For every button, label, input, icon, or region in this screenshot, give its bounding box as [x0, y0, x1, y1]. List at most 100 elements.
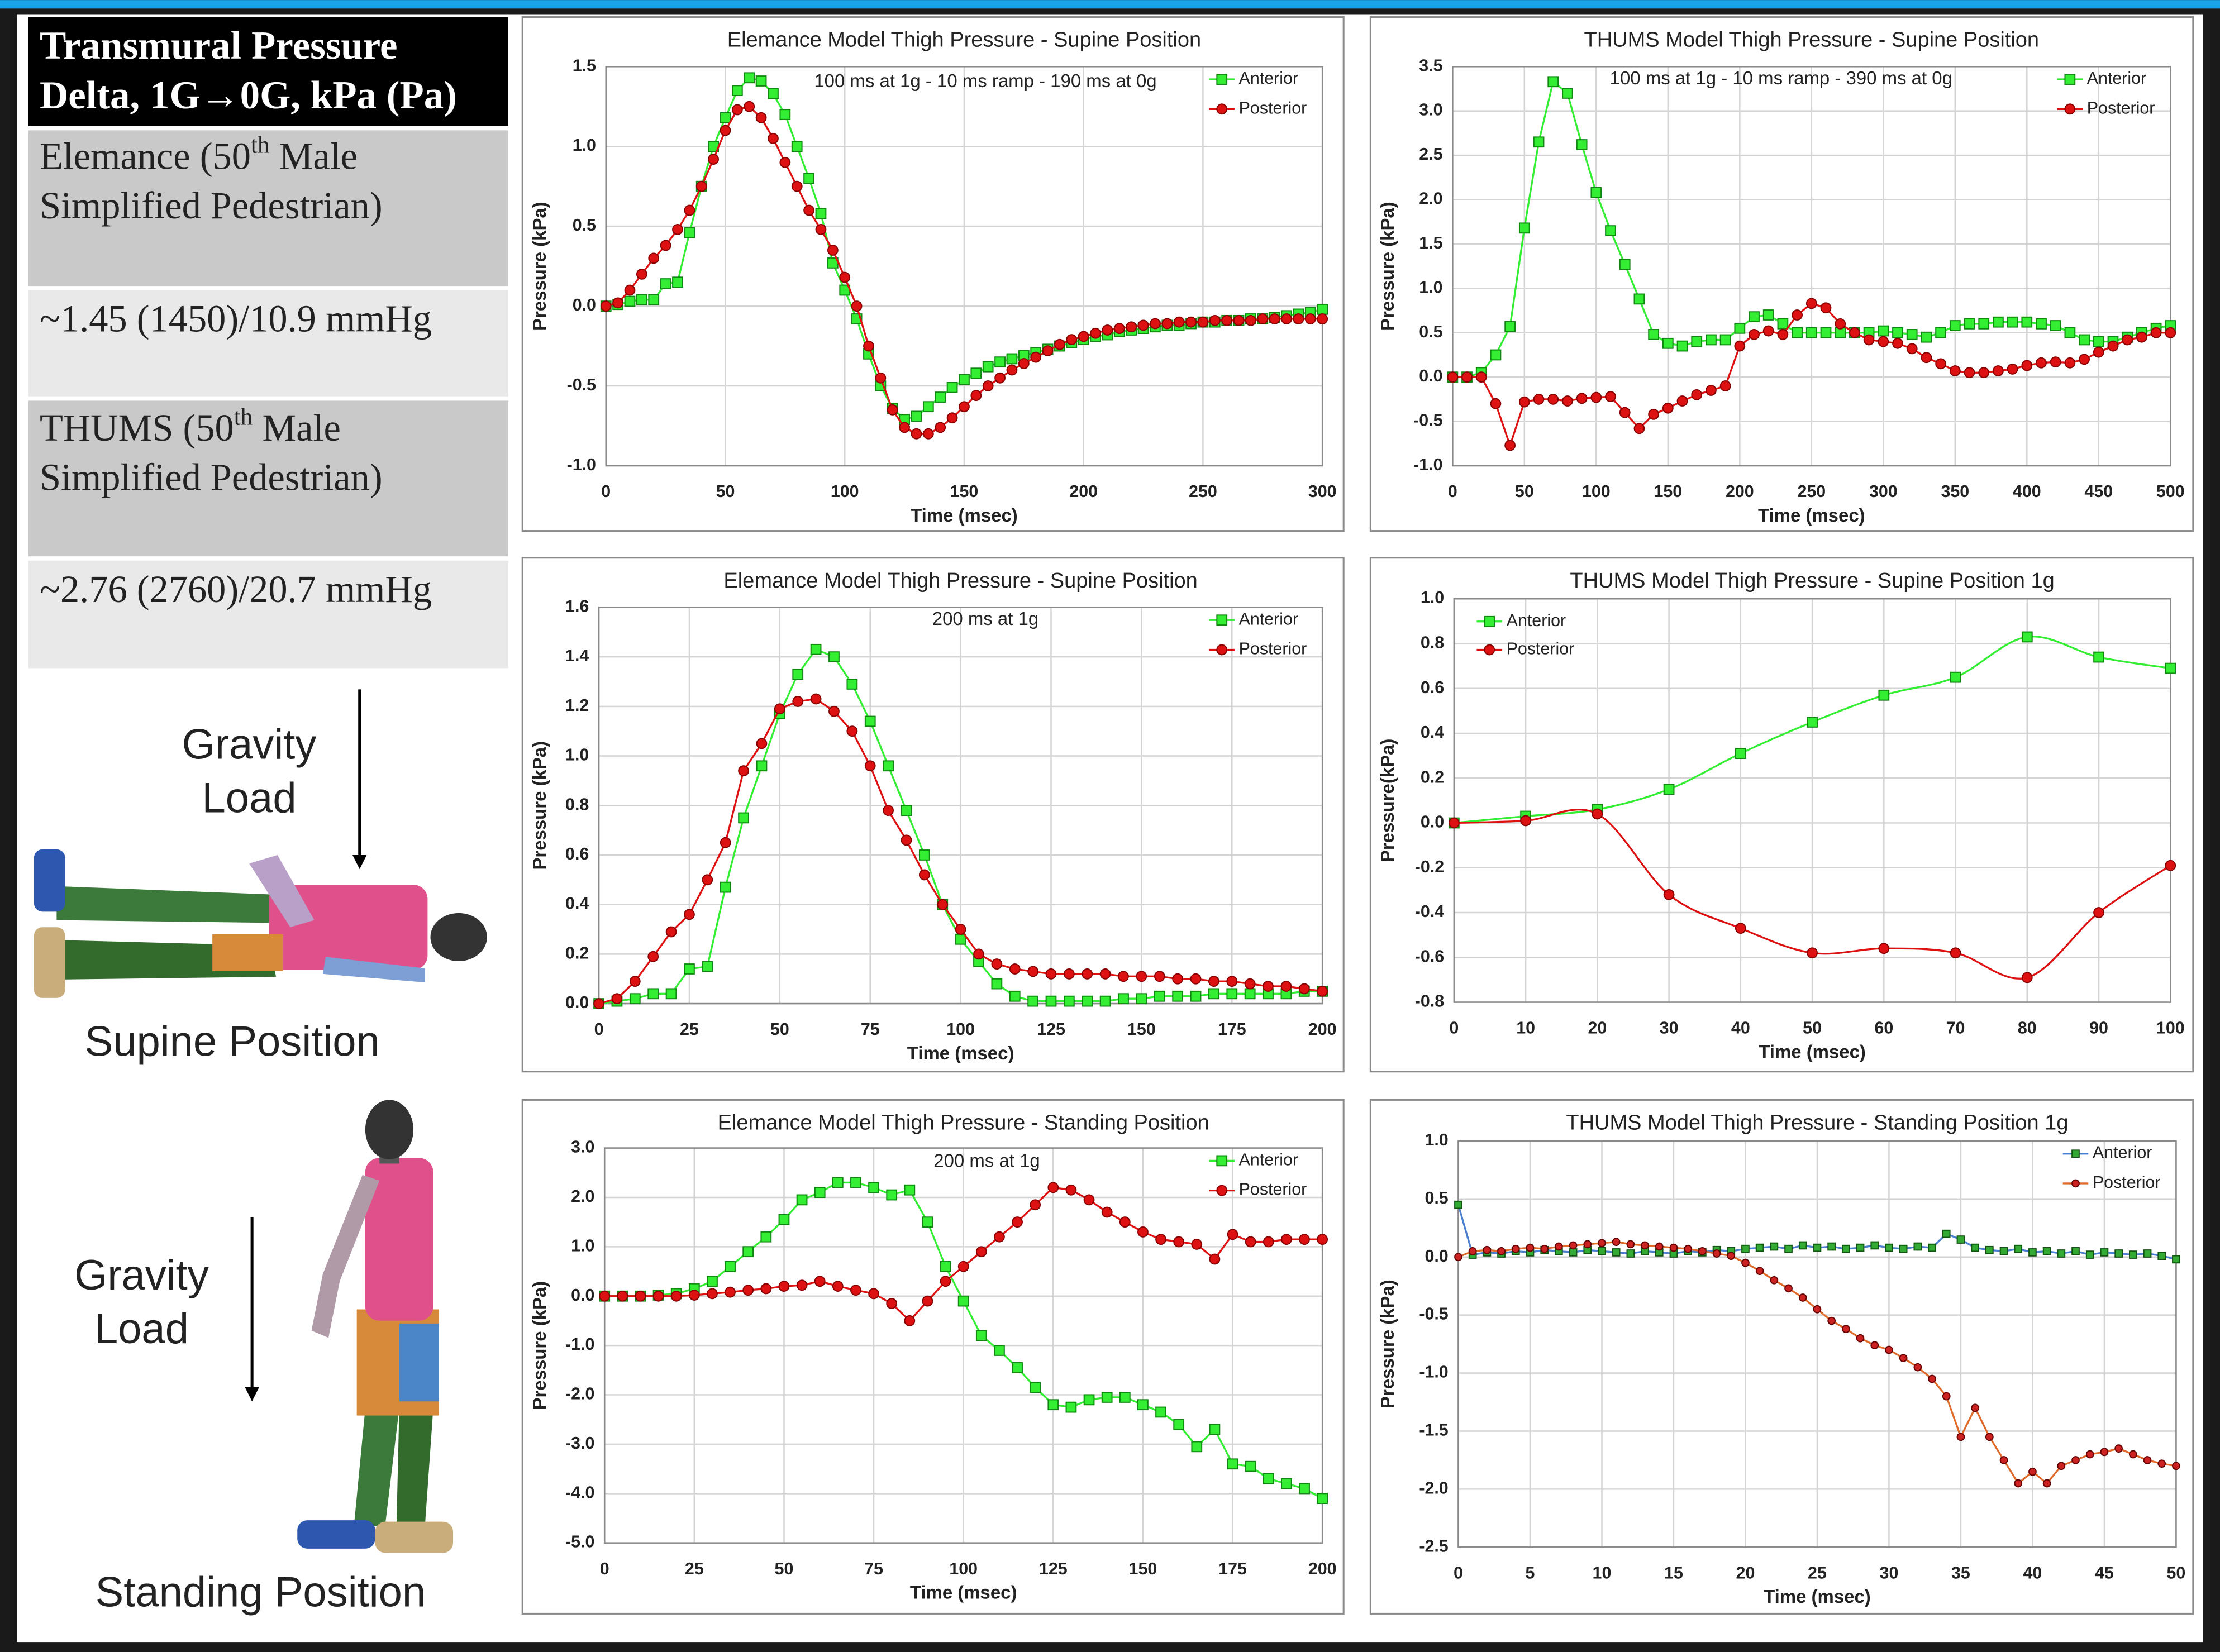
legend-marker [1217, 1156, 1227, 1166]
marker [1210, 1425, 1220, 1435]
marker [1120, 1217, 1130, 1227]
marker [2130, 1251, 2137, 1258]
y-tick-label: 1.0 [1419, 278, 1442, 297]
marker [1245, 979, 1255, 989]
x-tick-label: 125 [1037, 1020, 1065, 1039]
marker [2144, 1250, 2151, 1257]
y-tick-label: -0.6 [1415, 947, 1444, 966]
marker [707, 1276, 717, 1286]
marker [721, 126, 731, 136]
marker [1993, 317, 2003, 327]
marker [2115, 1250, 2122, 1257]
marker [959, 1262, 969, 1272]
marker [1245, 989, 1255, 999]
y-tick-label: 0.2 [565, 943, 589, 962]
y-tick-label: -1.0 [1419, 1363, 1448, 1382]
marker [1270, 314, 1280, 324]
x-tick-label: 60 [1874, 1019, 1893, 1038]
x-tick-label: 90 [2089, 1019, 2108, 1038]
x-tick-label: 20 [1736, 1563, 1755, 1582]
marker [1792, 310, 1802, 320]
marker [2108, 341, 2118, 351]
marker [1317, 314, 1327, 324]
legend-marker [1217, 1186, 1227, 1196]
marker [959, 375, 969, 385]
marker [1727, 1252, 1735, 1259]
marker [1641, 1242, 1649, 1249]
marker [1079, 332, 1089, 342]
legend-marker [2065, 104, 2075, 114]
marker [1842, 1245, 1850, 1253]
marker [2086, 1451, 2094, 1458]
marker [648, 989, 658, 999]
marker [1678, 341, 1688, 351]
y-tick-label: 1.5 [573, 56, 596, 75]
marker [1965, 367, 1975, 378]
marker [995, 373, 1005, 383]
x-tick-label: 125 [1039, 1559, 1068, 1578]
chart-title: THUMS Model Thigh Pressure - Supine Posi… [1570, 569, 2054, 593]
marker [847, 726, 857, 736]
y-tick-label: -0.5 [1419, 1305, 1448, 1324]
marker [1150, 319, 1160, 329]
x-tick-label: 300 [1308, 482, 1337, 501]
y-tick-label: 1.2 [565, 696, 589, 715]
marker [1046, 969, 1056, 979]
marker [1246, 316, 1256, 326]
x-tick-label: 75 [864, 1559, 883, 1578]
marker [1928, 1376, 1936, 1383]
y-tick-label: -0.4 [1415, 902, 1444, 921]
row-text: Elemance (50 [40, 135, 251, 177]
marker [732, 85, 742, 96]
marker [1118, 971, 1128, 981]
marker [1649, 330, 1659, 340]
legend-marker [1484, 645, 1494, 655]
marker [1821, 328, 1831, 338]
marker [815, 1187, 825, 1197]
x-tick-label: 5 [1526, 1563, 1535, 1582]
marker [829, 652, 839, 662]
marker [1664, 784, 1674, 794]
legend-marker [1217, 645, 1227, 655]
marker [1090, 328, 1101, 338]
marker [994, 1345, 1004, 1355]
marker [1893, 328, 1903, 338]
y-tick-label: 0.8 [1421, 633, 1444, 652]
marker [974, 949, 984, 959]
marker [1281, 981, 1292, 991]
marker [888, 405, 898, 415]
marker [673, 225, 683, 235]
marker [1505, 441, 1515, 451]
marker [2029, 1249, 2036, 1256]
marker [2008, 364, 2018, 374]
y-tick-label: -3.0 [565, 1434, 594, 1453]
marker [1828, 1243, 1835, 1250]
x-tick-label: 175 [1218, 1559, 1247, 1578]
x-tick-label: 150 [950, 482, 979, 501]
marker [649, 295, 659, 305]
x-axis-label: Time (msec) [911, 505, 1018, 526]
x-axis-label: Time (msec) [1759, 1041, 1866, 1062]
marker [833, 1178, 843, 1188]
marker [1807, 328, 1817, 338]
marker [1613, 1249, 1620, 1256]
x-tick-label: 75 [861, 1020, 880, 1039]
x-tick-label: 100 [831, 482, 859, 501]
marker [864, 341, 874, 351]
marker [1137, 994, 1147, 1004]
marker [708, 154, 718, 164]
marker [1548, 77, 1558, 87]
x-tick-label: 0 [600, 1559, 609, 1578]
marker [1469, 1248, 1476, 1255]
y-axis-label: Pressure (kPa) [1377, 202, 1398, 331]
y-tick-label: 2.0 [571, 1187, 594, 1206]
marker [1778, 330, 1788, 340]
x-tick-label: 200 [1726, 482, 1754, 501]
marker [1951, 948, 1961, 958]
marker [1191, 991, 1201, 1001]
marker [1138, 1400, 1148, 1410]
x-tick-label: 10 [1516, 1019, 1535, 1038]
marker [1007, 354, 1017, 364]
marker [1019, 359, 1029, 369]
x-tick-label: 10 [1593, 1563, 1612, 1582]
